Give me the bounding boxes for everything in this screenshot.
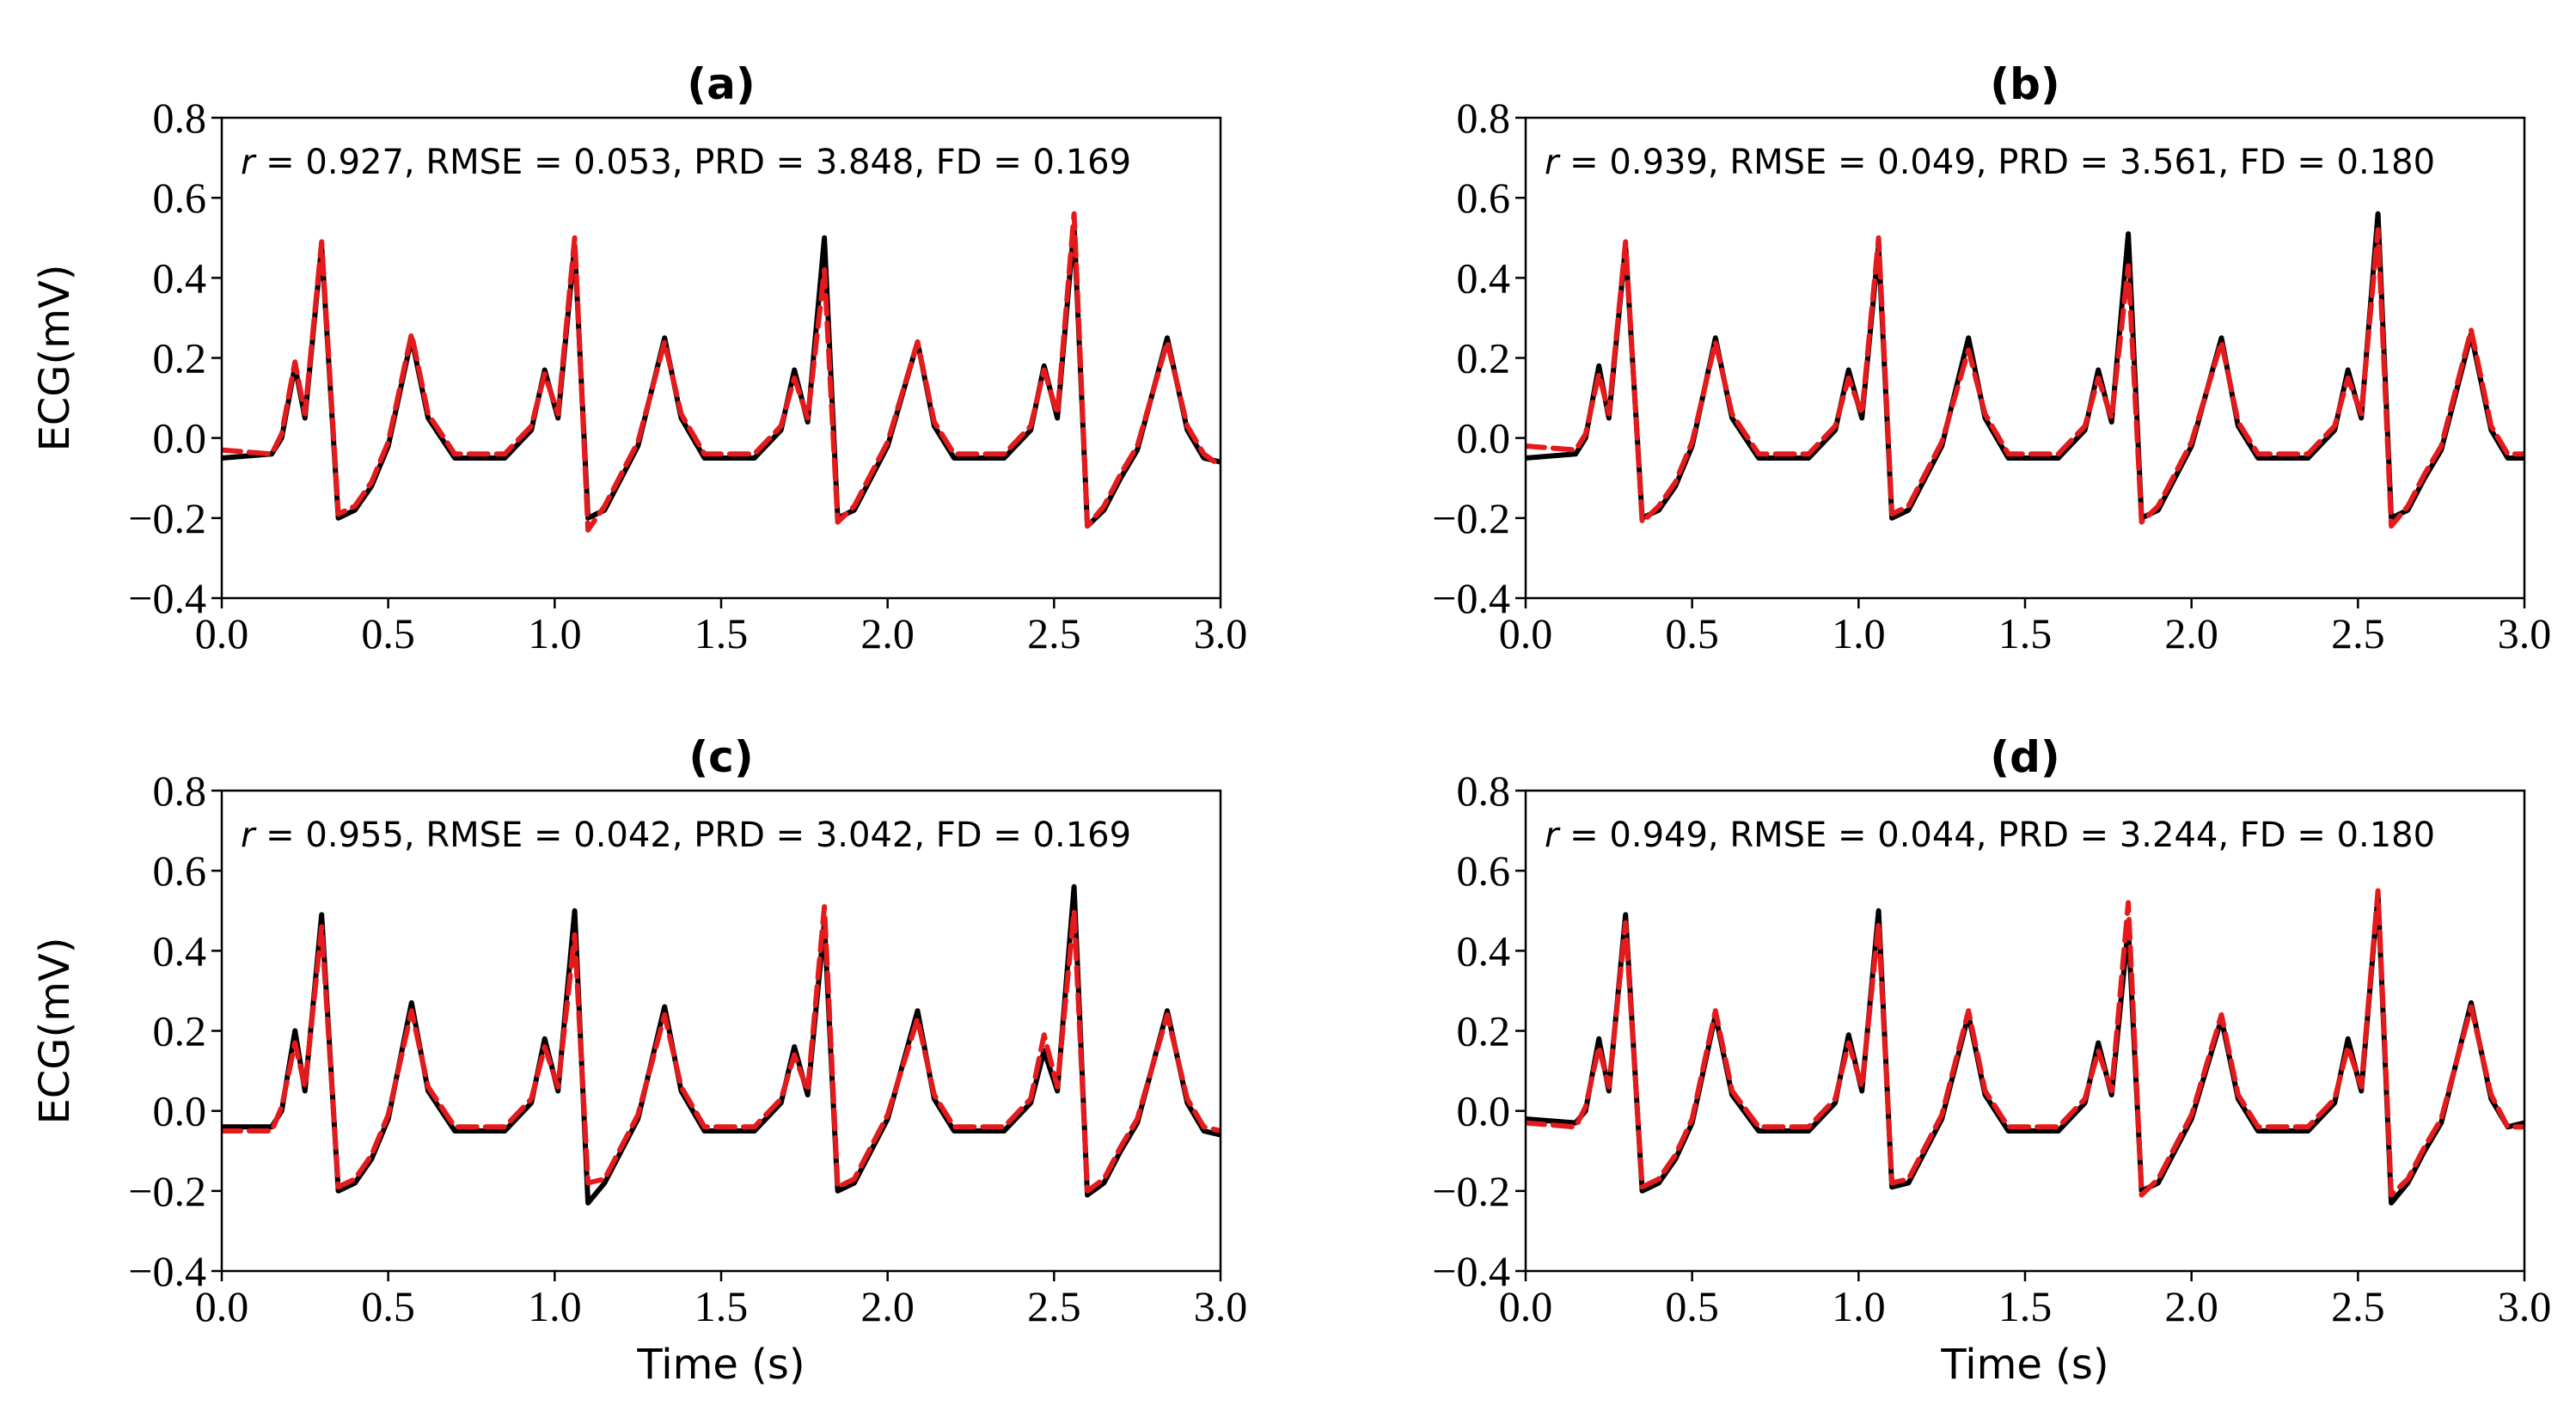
panel-b-y-tick-label: 0.8 xyxy=(1457,94,1511,142)
panel-a-x-tick-label: 2.5 xyxy=(1027,609,1081,657)
panel-b-x-tick-label: 2.0 xyxy=(2164,609,2218,657)
panel-b-x-tick-label: 1.5 xyxy=(1998,609,2053,657)
panel-a-y-tick-label: 0.6 xyxy=(153,174,207,222)
panel-c-x-tick-label: 3.0 xyxy=(1194,1282,1248,1330)
panel-c-y-tick-label: 0.0 xyxy=(153,1087,207,1135)
panel-b-x-tick-label: 3.0 xyxy=(2498,609,2552,657)
panel-b-title: (b) xyxy=(1990,59,2060,109)
panel-d-x-tick-label: 1.0 xyxy=(1832,1282,1886,1330)
panel-d-x-tick-label: 0.5 xyxy=(1665,1282,1719,1330)
panel-b-y-tick-label: 0.4 xyxy=(1457,254,1511,302)
panel-a-x-tick-label: 0.0 xyxy=(195,609,249,657)
panel-d-y-tick-label: −0.2 xyxy=(1432,1167,1510,1215)
panel-a-metrics-values: = 0.927, RMSE = 0.053, PRD = 3.848, FD =… xyxy=(254,143,1131,182)
panel-b-x-tick-label: 1.0 xyxy=(1832,609,1886,657)
panel-b-metrics-annotation: r = 0.939, RMSE = 0.049, PRD = 3.561, FD… xyxy=(1545,143,2435,182)
panel-b-x-tick-label: 2.5 xyxy=(2331,609,2385,657)
panel-d-y-tick-label: 0.8 xyxy=(1457,767,1511,815)
panel-b-axes-frame xyxy=(1524,116,2526,600)
panel-a-x-tick-label: 3.0 xyxy=(1194,609,1248,657)
panel-c-x-tick-label: 2.0 xyxy=(860,1282,915,1330)
panel-d-metrics-var: r xyxy=(1545,816,1561,855)
panel-b-metrics-values: = 0.939, RMSE = 0.049, PRD = 3.561, FD =… xyxy=(1558,143,2435,182)
panel-b: 0.0 0.5 1.0 1.5 2.0 2.5 3.0 −0.4 −0.2 0.0 0.2 0.4 0.… xyxy=(1432,59,2551,657)
panel-c-x-tick-label: 2.5 xyxy=(1027,1282,1081,1330)
panel-c: 0.0 0.5 1.0 1.5 2.0 2.5 3.0 −0.4 −0.2 0.0 0.2 0.4 0.… xyxy=(31,732,1247,1389)
panel-c-axes-frame xyxy=(220,789,1222,1273)
panel-d-metrics-annotation: r = 0.949, RMSE = 0.044, PRD = 3.244, FD… xyxy=(1545,816,2435,855)
panel-a-y-tick-label: 0.4 xyxy=(153,254,207,302)
panel-c-y-axis-label: ECG(mV) xyxy=(31,937,79,1124)
panel-a-title: (a) xyxy=(687,59,755,109)
panel-b-x-tick-label: 0.5 xyxy=(1665,609,1719,657)
panel-d-metrics-values: = 0.949, RMSE = 0.044, PRD = 3.244, FD =… xyxy=(1558,816,2435,855)
panel-d-x-tick-label: 3.0 xyxy=(2498,1282,2552,1330)
panel-c-x-tick-label: 1.0 xyxy=(528,1282,582,1330)
panel-d: 0.0 0.5 1.0 1.5 2.0 2.5 3.0 −0.4 −0.2 0.0 0.2 0.4 0.… xyxy=(1432,732,2551,1389)
panel-a-y-tick-label: 0.0 xyxy=(153,414,207,462)
panel-b-y-tick-label: 0.6 xyxy=(1457,174,1511,222)
panel-d-y-tick-label: −0.4 xyxy=(1432,1247,1510,1295)
panel-b-x-tick-label: 0.0 xyxy=(1499,609,1553,657)
panel-a-metrics-var: r xyxy=(241,143,257,182)
panel-d-x-tick-label: 2.5 xyxy=(2331,1282,2385,1330)
panel-a: 0.0 0.5 1.0 1.5 2.0 2.5 3.0 −0.4 −0.2 0.0 0.2 0.4 0.… xyxy=(31,59,1247,657)
panel-c-x-tick-label: 0.0 xyxy=(195,1282,249,1330)
panel-c-metrics-var: r xyxy=(241,816,257,855)
panel-b-metrics-var: r xyxy=(1545,143,1561,182)
panel-d-y-tick-label: 0.2 xyxy=(1457,1007,1511,1055)
panel-c-title: (c) xyxy=(688,732,753,782)
panel-c-y-tick-label: 0.4 xyxy=(153,926,207,975)
panel-d-y-tick-label: 0.6 xyxy=(1457,846,1511,895)
panel-d-x-tick-label: 0.0 xyxy=(1499,1282,1553,1330)
panel-a-reconstructed-line xyxy=(222,211,1221,533)
panel-d-x-tick-label: 2.0 xyxy=(2164,1282,2218,1330)
panel-a-y-tick-label: −0.4 xyxy=(128,574,206,622)
panel-c-y-tick-label: 0.6 xyxy=(153,846,207,895)
panel-c-x-axis-label: Time (s) xyxy=(636,1341,805,1389)
panel-c-reconstructed-line xyxy=(222,904,1221,1194)
panel-a-metrics-annotation: r = 0.927, RMSE = 0.053, PRD = 3.848, FD… xyxy=(241,143,1131,182)
panel-b-y-tick-label: −0.4 xyxy=(1432,574,1510,622)
panel-c-x-tick-label: 1.5 xyxy=(694,1282,749,1330)
panel-b-y-tick-label: −0.2 xyxy=(1432,494,1510,542)
panel-a-x-tick-label: 0.5 xyxy=(361,609,415,657)
panel-c-y-tick-label: −0.2 xyxy=(128,1167,206,1215)
panel-b-y-tick-label: 0.0 xyxy=(1457,414,1511,462)
panel-a-x-tick-label: 2.0 xyxy=(860,609,915,657)
panel-c-y-tick-label: 0.2 xyxy=(153,1007,207,1055)
panel-d-axes-frame xyxy=(1524,789,2526,1273)
panel-a-axes-frame xyxy=(220,116,1222,600)
panel-a-y-tick-label: 0.2 xyxy=(153,334,207,382)
panel-d-y-tick-label: 0.0 xyxy=(1457,1087,1511,1135)
panel-c-x-tick-label: 0.5 xyxy=(361,1282,415,1330)
panel-d-x-tick-label: 1.5 xyxy=(1998,1282,2053,1330)
panel-b-y-tick-label: 0.2 xyxy=(1457,334,1511,382)
panel-c-y-tick-label: 0.8 xyxy=(153,767,207,815)
panel-d-reconstructed-line xyxy=(1526,888,2524,1198)
panel-a-x-tick-label: 1.0 xyxy=(528,609,582,657)
panel-b-reconstructed-line xyxy=(1526,227,2524,529)
panel-a-y-tick-label: −0.2 xyxy=(128,494,206,542)
panel-c-metrics-values: = 0.955, RMSE = 0.042, PRD = 3.042, FD =… xyxy=(254,816,1131,855)
panel-a-y-axis-label: ECG(mV) xyxy=(31,264,79,451)
panel-d-x-axis-label: Time (s) xyxy=(1940,1341,2108,1389)
panel-d-title: (d) xyxy=(1990,732,2060,782)
panel-c-y-tick-label: −0.4 xyxy=(128,1247,206,1295)
panel-c-metrics-annotation: r = 0.955, RMSE = 0.042, PRD = 3.042, FD… xyxy=(241,816,1131,855)
panel-a-y-tick-label: 0.8 xyxy=(153,94,207,142)
panel-d-y-tick-label: 0.4 xyxy=(1457,926,1511,975)
panel-a-x-tick-label: 1.5 xyxy=(694,609,749,657)
